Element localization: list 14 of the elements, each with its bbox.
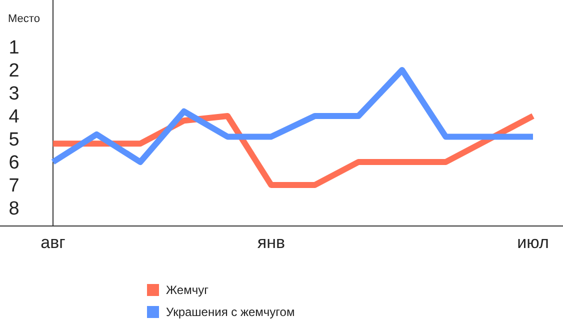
y-axis-title: Место bbox=[8, 13, 40, 25]
y-tick-label: 8 bbox=[8, 198, 20, 220]
x-tick-label: авг bbox=[40, 233, 66, 252]
x-tick-label: янв bbox=[257, 233, 285, 252]
legend-label: Украшения с жемчугом bbox=[166, 305, 295, 320]
legend-label: Жемчуг bbox=[166, 283, 210, 298]
y-tick-label: 2 bbox=[8, 60, 20, 82]
y-tick-label: 6 bbox=[8, 152, 20, 174]
y-tick-label: 5 bbox=[8, 130, 20, 151]
y-tick-label: 7 bbox=[8, 176, 20, 197]
x-tick-label: июл bbox=[517, 233, 549, 252]
y-tick-label: 4 bbox=[8, 106, 20, 128]
y-tick-label: 1 bbox=[8, 38, 20, 59]
y-tick-label: 3 bbox=[8, 84, 20, 105]
